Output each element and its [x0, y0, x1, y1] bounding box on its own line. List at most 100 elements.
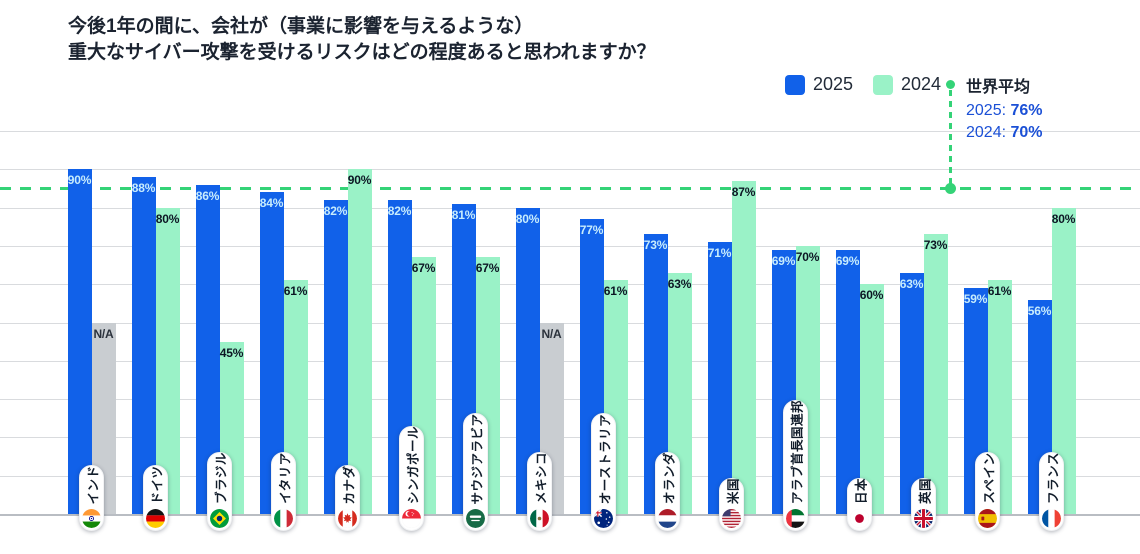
bar-value-label: 56%: [1027, 303, 1052, 318]
bar-value-label: 80%: [1051, 211, 1076, 226]
country-label: サウジアラビア: [470, 412, 484, 505]
country-pill-india: インド: [79, 465, 104, 531]
bar-value-label: 73%: [923, 238, 948, 253]
bar-value-label: 60%: [859, 288, 884, 303]
bar-value-label: 61%: [283, 284, 308, 299]
country-pill-saudi-arabia: サウジアラビア: [463, 413, 488, 531]
gridline: [0, 245, 1140, 247]
flag-canada-icon: [338, 508, 357, 528]
bar-2025-india: 90%: [67, 169, 92, 514]
country-label: 英国: [918, 477, 932, 505]
country-pill-australia: オーストラリア: [591, 413, 616, 531]
flag-netherlands-icon: [658, 508, 677, 528]
country-label: イタリア: [278, 452, 292, 504]
legend-item-2024: 2024: [873, 74, 941, 95]
bar-2024-japan: 60%: [859, 284, 884, 514]
flag-japan-icon: [850, 508, 869, 528]
country-label: オランダ: [662, 451, 676, 505]
country-label: インド: [86, 464, 100, 505]
flag-uk-icon: [914, 508, 933, 528]
country-pill-france: フランス: [1039, 452, 1064, 531]
flag-singapore-icon: [402, 508, 421, 528]
flag-mexico-icon: [530, 508, 549, 528]
country-pill-mexico: メキシコ: [527, 452, 552, 531]
country-label: フランス: [1046, 452, 1060, 504]
gridline: [0, 437, 1140, 439]
bar-value-label: 80%: [515, 211, 540, 226]
bar-value-label: 90%: [347, 173, 372, 188]
bar-2024-uk: 73%: [923, 234, 948, 514]
country-pill-netherlands: オランダ: [655, 452, 680, 531]
world-average-line-dot-icon: [945, 183, 956, 194]
country-pill-singapore: シンガポール: [399, 426, 424, 531]
legend-swatch-2025: [785, 74, 805, 95]
flag-italy-icon: [274, 508, 293, 528]
country-pill-brazil: ブラジル: [207, 452, 232, 531]
bar-value-label: N/A: [541, 326, 562, 341]
flag-india-icon: [82, 508, 101, 528]
flag-australia-icon: [594, 508, 613, 528]
bar-value-label: 63%: [899, 276, 924, 291]
gridline: [0, 284, 1140, 286]
bar-value-label: 88%: [131, 180, 156, 195]
country-label: アラブ首長国連邦: [790, 399, 804, 505]
country-pill-uae: アラブ首長国連邦: [783, 400, 808, 531]
country-label: ブラジル: [214, 452, 228, 504]
country-label: スペイン: [982, 452, 996, 504]
bar-value-label: 77%: [579, 223, 604, 238]
gridline: [0, 207, 1140, 209]
bar-2025-usa: 71%: [707, 242, 732, 514]
flag-france-icon: [1042, 508, 1061, 528]
flag-uae-icon: [786, 508, 805, 528]
world-average-title: 世界平均: [966, 79, 1031, 96]
bar-2025-uk: 63%: [899, 272, 924, 514]
flag-germany-icon: [146, 508, 165, 528]
bar-2025-france: 56%: [1027, 299, 1052, 514]
bar-value-label: 70%: [795, 249, 820, 264]
country-label: 日本: [854, 477, 868, 505]
bar-value-label: 87%: [731, 184, 756, 199]
bar-value-label: 61%: [987, 284, 1012, 299]
country-label: シンガポール: [406, 425, 420, 505]
world-average-2024: 2024: 70%: [966, 124, 1043, 141]
flag-usa-icon: [722, 508, 741, 528]
bar-value-label: 84%: [259, 196, 284, 211]
gridline: [0, 399, 1140, 401]
bar-2025-germany: 88%: [131, 176, 156, 514]
flag-spain-icon: [978, 508, 997, 528]
legend-label-2025: 2025: [813, 74, 854, 94]
bar-value-label: 63%: [667, 276, 692, 291]
country-pill-italy: イタリア: [271, 452, 296, 531]
gridline: [0, 322, 1140, 324]
bar-value-label: 61%: [603, 284, 628, 299]
country-label: メキシコ: [534, 451, 548, 505]
country-label: カナダ: [342, 464, 356, 505]
world-average-connector-line: [949, 90, 952, 188]
country-pill-usa: 米国: [719, 478, 744, 531]
bar-2024-germany: 80%: [155, 207, 180, 514]
bar-value-label: 69%: [835, 253, 860, 268]
bar-value-label: 86%: [195, 188, 220, 203]
bar-value-label: 71%: [707, 246, 732, 261]
country-label: ドイツ: [150, 464, 164, 505]
country-label: オーストラリア: [598, 413, 612, 504]
world-average-dot-icon: [946, 80, 955, 89]
bar-value-label: 73%: [643, 238, 668, 253]
country-pill-uk: 英国: [911, 478, 936, 531]
bar-value-label: 81%: [451, 207, 476, 222]
bar-2025-japan: 69%: [835, 249, 860, 514]
world-average-dashed-line: [0, 187, 1140, 190]
legend-item-2025: 2025: [785, 74, 853, 95]
gridline: [0, 169, 1140, 171]
bar-value-label: N/A: [93, 326, 114, 341]
bar-value-label: 59%: [963, 292, 988, 307]
bar-value-label: 69%: [771, 253, 796, 268]
world-average-2025: 2025: 76%: [966, 102, 1043, 119]
bar-2024-canada: 90%: [347, 169, 372, 514]
gridline: [0, 360, 1140, 362]
flag-brazil-icon: [210, 508, 229, 528]
x-axis-line: [0, 514, 1140, 516]
legend-label-2024: 2024: [901, 74, 942, 94]
bar-value-label: 45%: [219, 345, 244, 360]
